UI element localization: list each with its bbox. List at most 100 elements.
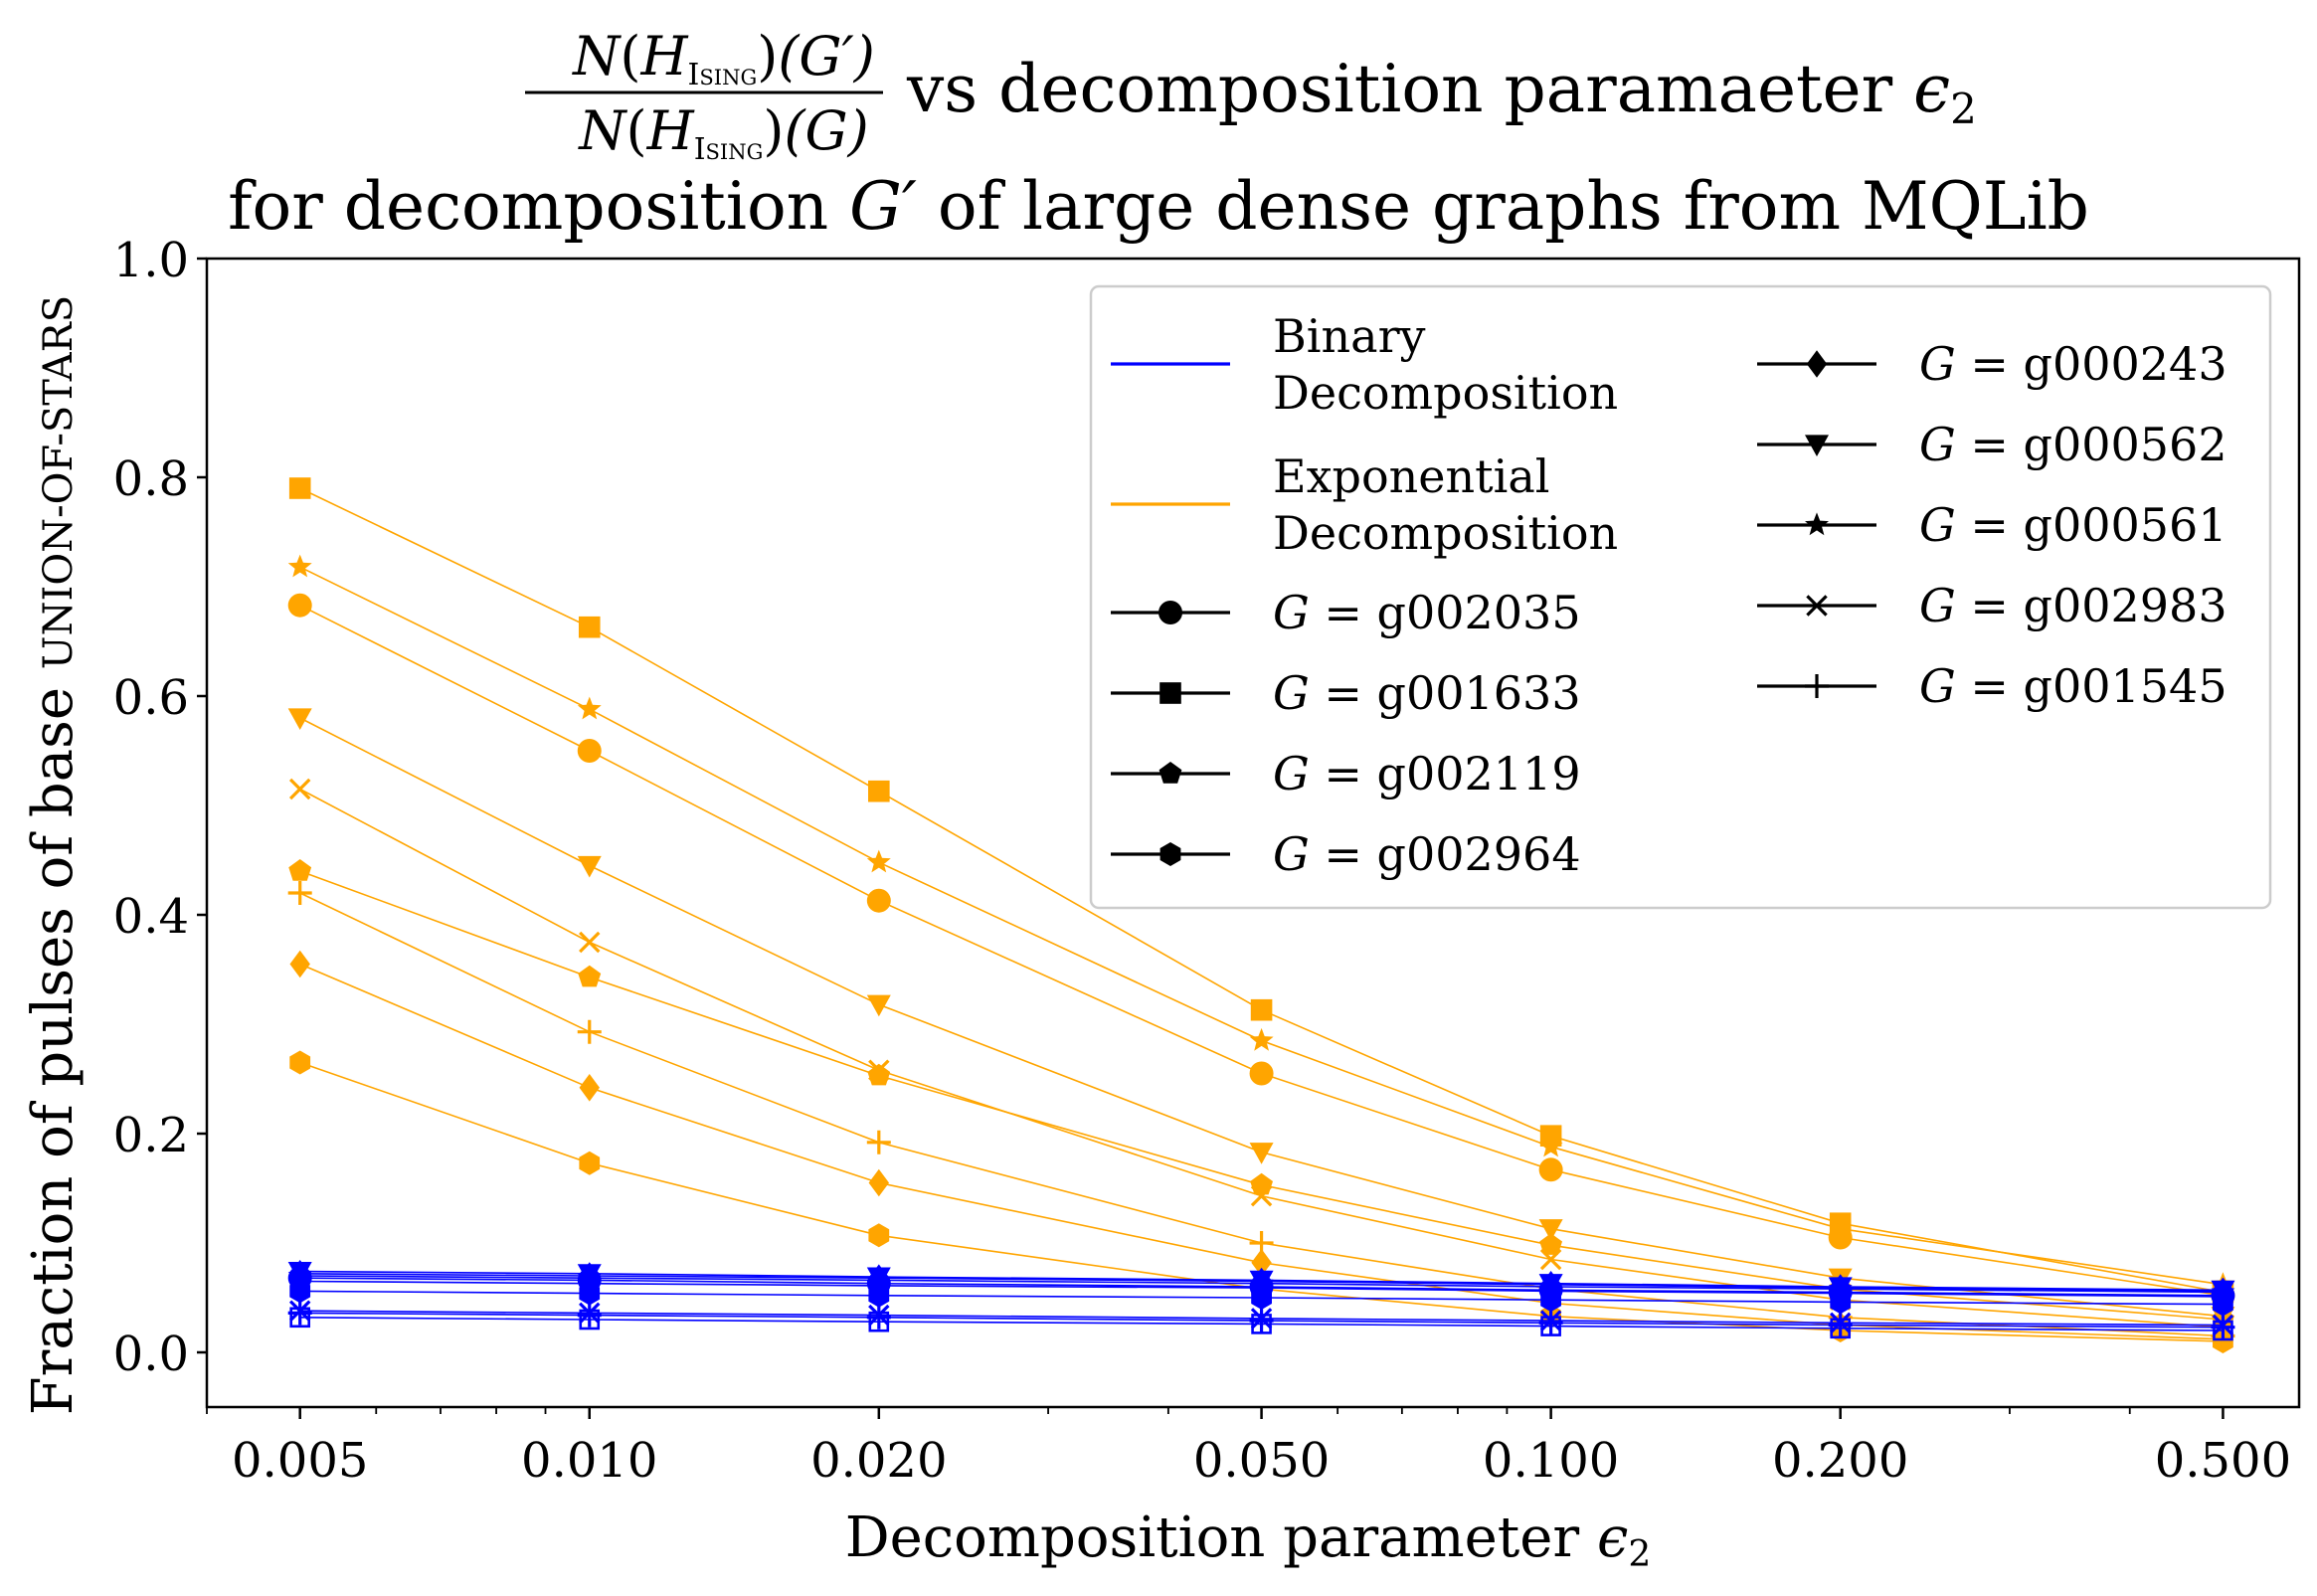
point-exponential-g002119 bbox=[1539, 1233, 1562, 1255]
legend-label-g002983: G = g002983 bbox=[1919, 579, 2228, 632]
point-exponential-g000561 bbox=[1249, 1027, 1274, 1051]
x-axis-label: Decomposition parameter ϵ2 bbox=[845, 1506, 1652, 1575]
point-exponential-g000561 bbox=[577, 696, 602, 720]
point-exponential-g000562 bbox=[287, 708, 312, 730]
point-exponential-g001545 bbox=[577, 1019, 602, 1044]
legend-marker-g000561 bbox=[1805, 512, 1829, 536]
y-tick-label: 0.0 bbox=[113, 1327, 189, 1382]
point-binary-g000561 bbox=[287, 1263, 312, 1287]
point-exponential-g002964 bbox=[579, 1151, 601, 1175]
legend-label-binary-line2: Decomposition bbox=[1273, 366, 1618, 420]
point-exponential-g000562 bbox=[1249, 1143, 1274, 1164]
legend-marker-g002035 bbox=[1158, 601, 1182, 624]
point-binary-g002964 bbox=[868, 1283, 890, 1308]
point-exponential-g002983 bbox=[868, 1059, 890, 1081]
axis-ticks: 0.0 0.2 0.4 0.6 0.8 1.0 0.005 0.010 0.020 0.050 0.… bbox=[113, 233, 2291, 1489]
chart-title: N(HIsing)(G′) N(HIsing)(G) vs decomposit… bbox=[228, 25, 2089, 245]
point-exponential-g002035 bbox=[287, 593, 312, 618]
point-binary-g002964 bbox=[289, 1279, 311, 1304]
legend-marker-g000243 bbox=[1806, 350, 1828, 378]
point-binary-g001545 bbox=[577, 1303, 602, 1328]
y-tick-label: 0.4 bbox=[113, 889, 189, 945]
legend-label-g002119: G = g002119 bbox=[1273, 747, 1581, 800]
point-binary-g000561 bbox=[1249, 1271, 1274, 1294]
x-tick-label: 0.100 bbox=[1483, 1433, 1619, 1489]
point-binary-g001545 bbox=[1828, 1313, 1853, 1337]
point-exponential-g001545 bbox=[866, 1130, 891, 1154]
y-tick-label: 0.2 bbox=[113, 1108, 189, 1163]
plot-area bbox=[287, 477, 2235, 1353]
point-exponential-g000243 bbox=[289, 950, 310, 978]
point-exponential-g001633 bbox=[288, 477, 311, 499]
x-tick-label: 0.020 bbox=[810, 1433, 947, 1489]
point-binary-g001545 bbox=[866, 1305, 891, 1330]
point-exponential-g000562 bbox=[577, 855, 602, 878]
x-tick-label: 0.200 bbox=[1772, 1433, 1908, 1489]
point-exponential-g002035 bbox=[1249, 1061, 1274, 1086]
point-exponential-g000561 bbox=[1828, 1216, 1853, 1239]
legend-label-binary-line1: Binary bbox=[1273, 309, 1426, 363]
title-line2: for decomposition G′ of large dense grap… bbox=[228, 168, 2089, 245]
point-binary-g001545 bbox=[2211, 1315, 2235, 1339]
legend: BinaryDecompositionExponentialDecomposit… bbox=[1089, 284, 2272, 910]
point-exponential-g002035 bbox=[866, 888, 891, 913]
point-binary-g001545 bbox=[1538, 1311, 1563, 1335]
x-tick-label: 0.010 bbox=[521, 1433, 657, 1489]
point-exponential-g002983 bbox=[288, 778, 311, 800]
x-tick-label: 0.500 bbox=[2155, 1433, 2291, 1489]
point-exponential-g002964 bbox=[868, 1223, 890, 1248]
point-exponential-g000562 bbox=[866, 994, 891, 1017]
title-line1-text: vs decomposition paramaeter ϵ2 bbox=[906, 51, 1977, 133]
point-binary-g000561 bbox=[866, 1267, 891, 1291]
point-exponential-g001633 bbox=[868, 780, 890, 802]
y-tick-label: 1.0 bbox=[113, 233, 189, 288]
point-exponential-g000561 bbox=[287, 554, 312, 578]
plot-frame bbox=[205, 257, 2301, 1409]
legend-marker-g002964 bbox=[1159, 842, 1181, 866]
point-exponential-g002983 bbox=[579, 931, 601, 954]
point-exponential-g002035 bbox=[1538, 1157, 1563, 1182]
point-exponential-g002983 bbox=[1539, 1248, 1562, 1271]
y-axis-label: Fraction of pulses of base UNION-OF-STAR… bbox=[21, 295, 86, 1415]
y-tick-label: 0.6 bbox=[113, 670, 189, 726]
point-binary-g000561 bbox=[1538, 1274, 1563, 1298]
point-exponential-g001545 bbox=[1249, 1231, 1274, 1255]
point-exponential-g001633 bbox=[578, 616, 601, 638]
legend-label-g002964: G = g002964 bbox=[1273, 827, 1581, 881]
point-binary-g001545 bbox=[287, 1301, 312, 1326]
point-exponential-g002119 bbox=[867, 1063, 891, 1086]
title-fraction: N(HIsing)(G′) N(HIsing)(G) bbox=[525, 25, 883, 167]
legend-marker-g001545 bbox=[1805, 674, 1829, 698]
legend-marker-g002119 bbox=[1158, 762, 1182, 784]
legend-label-g001545: G = g001545 bbox=[1919, 659, 2228, 713]
point-binary-g000561 bbox=[2211, 1279, 2235, 1303]
point-exponential-g000243 bbox=[868, 1168, 890, 1197]
legend-label-exponential-line1: Exponential bbox=[1273, 449, 1549, 503]
legend-label-g000562: G = g000562 bbox=[1919, 418, 2228, 471]
x-tick-label: 0.005 bbox=[232, 1433, 368, 1489]
point-exponential-g002964 bbox=[289, 1050, 311, 1075]
legend-marker-g000562 bbox=[1805, 435, 1829, 456]
legend-label-exponential-line2: Decomposition bbox=[1273, 506, 1618, 560]
legend-frame bbox=[1089, 284, 2272, 910]
point-exponential-g000243 bbox=[1251, 1249, 1272, 1277]
point-binary-g001545 bbox=[1249, 1309, 1274, 1333]
point-binary-g002964 bbox=[579, 1281, 601, 1306]
legend-label-g000243: G = g000243 bbox=[1919, 337, 2228, 391]
title-fraction-denominator: N(HIsing)(G) bbox=[577, 99, 868, 167]
point-exponential-g002035 bbox=[577, 739, 602, 763]
legend-label-g001633: G = g001633 bbox=[1273, 666, 1581, 720]
point-exponential-g002119 bbox=[578, 965, 602, 987]
point-exponential-g000561 bbox=[1538, 1134, 1563, 1157]
point-binary-g000561 bbox=[577, 1265, 602, 1289]
point-binary-g000561 bbox=[1828, 1276, 1853, 1300]
legend-marker-g001633 bbox=[1159, 682, 1181, 704]
point-exponential-g001633 bbox=[1250, 998, 1273, 1021]
point-exponential-g000561 bbox=[866, 849, 891, 873]
y-tick-label: 0.8 bbox=[113, 451, 189, 507]
point-exponential-g000243 bbox=[579, 1074, 600, 1102]
point-exponential-g002983 bbox=[1250, 1184, 1273, 1207]
x-tick-label: 0.050 bbox=[1193, 1433, 1330, 1489]
title-fraction-numerator: N(HIsing)(G′) bbox=[571, 25, 875, 92]
